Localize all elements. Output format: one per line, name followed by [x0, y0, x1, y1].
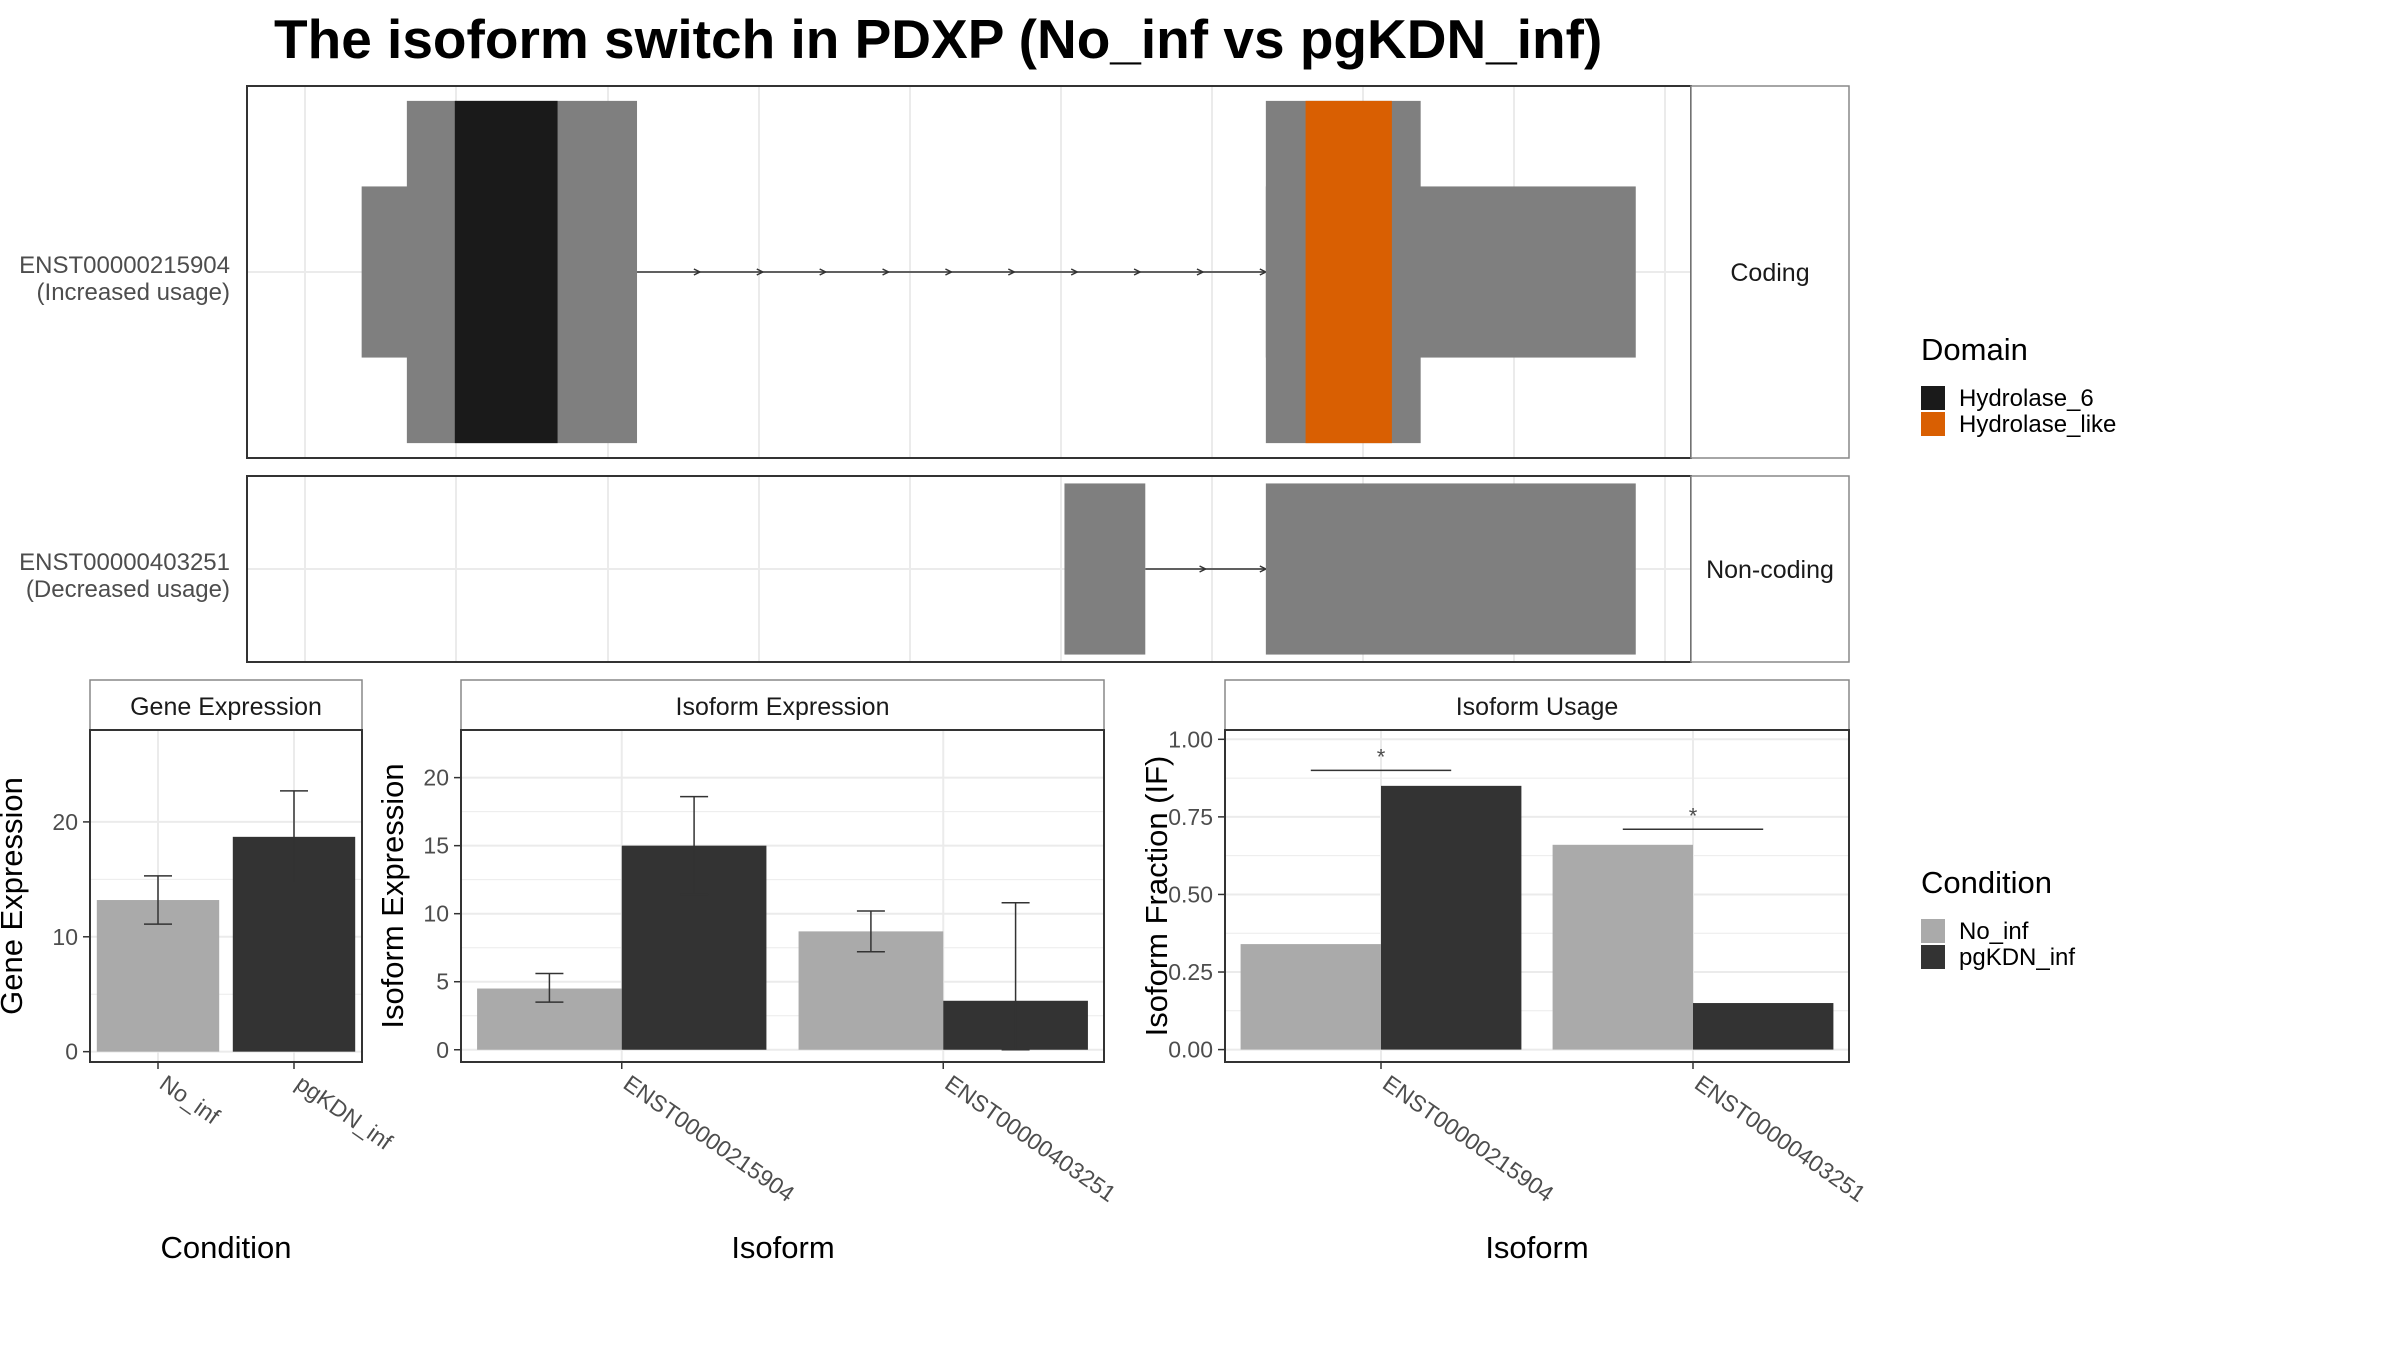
legend-title: Condition — [1921, 865, 2052, 900]
isoform-label: ENST00000403251 — [19, 549, 230, 576]
legend-swatch — [1921, 412, 1945, 436]
intron-arrow — [693, 268, 702, 276]
y-tick-label: 0 — [436, 1037, 449, 1063]
intron-arrow — [756, 268, 765, 276]
y-tick-label: 10 — [423, 901, 449, 927]
usage-label: (Decreased usage) — [26, 576, 230, 603]
figure-title: The isoform switch in PDXP (No_inf vs pg… — [274, 8, 1602, 70]
strip-label: Isoform Expression — [676, 693, 890, 721]
exon-block — [1265, 483, 1636, 655]
intron-arrow — [819, 268, 828, 276]
x-tick-label: pgKDN_inf — [291, 1070, 398, 1155]
bar-panel-1: Gene Expression 0 10 20 No_inf pgKDN_inf Condi… — [0, 679, 398, 1265]
intron-arrow — [1199, 565, 1208, 573]
bar-panel-2: Isoform Expression 0 5 10 15 20 ENST0000021590… — [375, 679, 1121, 1265]
intron-arrow — [1196, 268, 1205, 276]
intron-arrow — [1070, 268, 1079, 276]
strip-label: Isoform Usage — [1456, 693, 1619, 721]
intron-arrow — [882, 268, 891, 276]
y-tick-label: 20 — [423, 765, 449, 791]
panel-strip — [1690, 85, 1850, 459]
y-tick-label: 15 — [423, 833, 449, 859]
y-axis-title: Gene Expression — [0, 777, 29, 1015]
bar-charts: Gene Expression 0 10 20 No_inf pgKDN_inf Condi… — [0, 679, 1871, 1265]
x-tick-label: ENST00000403251 — [940, 1070, 1120, 1207]
bar-No_inf-ENST00000215904 — [1240, 944, 1381, 1050]
y-tick-label: 0.25 — [1168, 959, 1213, 985]
bar-No_inf-No_inf — [96, 900, 220, 1052]
x-tick-label: ENST00000215904 — [619, 1070, 800, 1207]
significance-star: * — [1689, 803, 1698, 828]
panel-strip — [89, 679, 363, 731]
legend-label: pgKDN_inf — [1959, 944, 2075, 971]
legend-swatch — [1921, 386, 1945, 410]
x-tick-label: ENST00000215904 — [1378, 1070, 1559, 1207]
isoform-label: ENST00000215904 — [19, 252, 230, 279]
domain-block-Hydrolase_like — [1305, 100, 1392, 444]
bar-panel-3: Isoform Usage * * 0.00 0.25 0.50 0.75 1.00 ENST0… — [1139, 679, 1871, 1265]
x-axis-title: Isoform — [1485, 1230, 1588, 1265]
exon-block — [1064, 483, 1146, 655]
usage-label: (Increased usage) — [37, 279, 230, 306]
bar-pgKDN_inf-ENST00000403251 — [1693, 1003, 1834, 1050]
legend-swatch — [1921, 945, 1945, 969]
y-axis-title: Isoform Fraction (IF) — [1139, 756, 1174, 1037]
panel-border — [1224, 729, 1850, 1063]
legend-label: Hydrolase_like — [1959, 411, 2116, 438]
panel-border — [460, 729, 1105, 1063]
strip-label: Non-coding — [1706, 556, 1834, 584]
structure-panel-ENST00000403251: Non-coding ENST00000403251(Decreased usag… — [19, 475, 1850, 663]
y-axis-title: Isoform Expression — [375, 763, 410, 1028]
y-tick-label: 0.50 — [1168, 881, 1213, 907]
x-tick-label: ENST00000403251 — [1690, 1070, 1870, 1207]
y-tick-label: 5 — [436, 969, 449, 995]
gene-structure-plot: Coding ENST00000215904(Increased usage) No… — [19, 85, 1850, 663]
y-tick-label: 0.00 — [1168, 1037, 1213, 1063]
strip-label: Coding — [1730, 259, 1809, 287]
strip-label: Gene Expression — [130, 693, 322, 721]
bar-No_inf-ENST00000403251 — [1552, 844, 1693, 1050]
x-axis-title: Isoform — [731, 1230, 834, 1265]
y-tick-label: 20 — [52, 809, 78, 835]
legend-label: Hydrolase_6 — [1959, 385, 2094, 412]
y-tick-label: 1.00 — [1168, 726, 1213, 752]
domain-block-Hydrolase_6 — [454, 100, 558, 444]
legend-label: No_inf — [1959, 918, 2029, 945]
y-tick-label: 10 — [52, 924, 78, 950]
panel-strip — [460, 679, 1105, 731]
panel-border — [89, 729, 363, 1063]
x-tick-label: No_inf — [155, 1070, 225, 1130]
legend-title: Domain — [1921, 332, 2028, 367]
panel-strip — [1224, 679, 1850, 731]
x-axis-title: Condition — [161, 1230, 292, 1265]
significance-star: * — [1377, 744, 1386, 769]
intron-arrow — [1133, 268, 1142, 276]
structure-panel-ENST00000215904: Coding ENST00000215904(Increased usage) — [19, 85, 1850, 459]
y-tick-label: 0 — [65, 1039, 78, 1065]
panel-strip — [1690, 475, 1850, 663]
legend-swatch — [1921, 919, 1945, 943]
bar-pgKDN_inf-ENST00000215904 — [1381, 785, 1522, 1050]
y-tick-label: 0.75 — [1168, 804, 1213, 830]
intron-arrow — [1007, 268, 1016, 276]
intron-arrow — [945, 268, 954, 276]
